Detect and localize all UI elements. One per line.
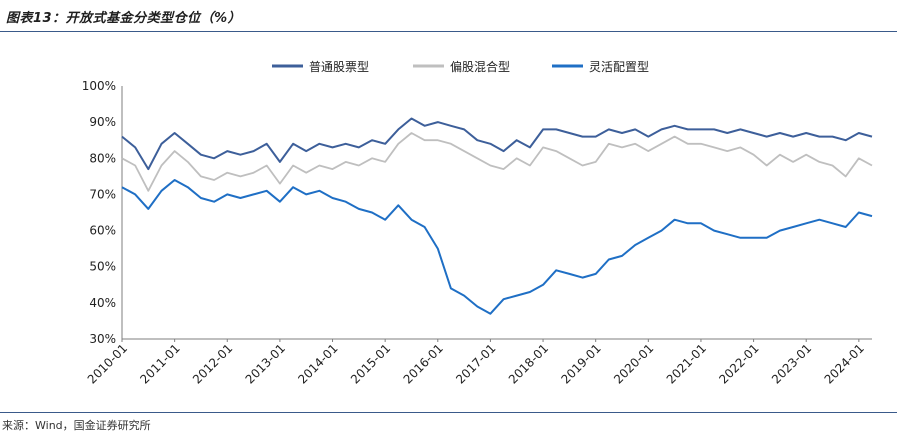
x-tick-label: 2018-01 [506, 341, 551, 386]
series-line-2 [121, 132, 873, 192]
series-line-3 [121, 179, 873, 315]
y-tick-label: 30% [89, 332, 116, 346]
legend-label: 灵活配置型 [589, 60, 649, 74]
chart-title: 图表13：开放式基金分类型仓位（%） [6, 11, 242, 26]
x-tick-label: 2020-01 [611, 341, 656, 386]
x-tick-label: 2024-01 [822, 341, 867, 386]
x-tick-label: 2019-01 [558, 341, 603, 386]
source-note: 来源：Wind，国金证券研究所 [2, 419, 151, 432]
x-tick-label: 2015-01 [348, 341, 393, 386]
x-tick-label: 2011-01 [137, 341, 182, 386]
x-tick-label: 2021-01 [664, 341, 709, 386]
y-tick-label: 80% [89, 151, 116, 165]
x-tick-label: 2010-01 [85, 341, 130, 386]
y-tick-label: 90% [89, 115, 116, 129]
series-line-1 [121, 117, 873, 171]
x-tick-label: 2014-01 [295, 341, 340, 386]
y-tick-label: 100% [82, 79, 116, 93]
x-tick-label: 2022-01 [716, 341, 761, 386]
legend-label: 偏股混合型 [450, 59, 510, 74]
x-tick-label: 2013-01 [243, 341, 288, 386]
y-tick-label: 70% [89, 187, 116, 201]
x-tick-label: 2017-01 [453, 341, 498, 386]
y-tick-label: 60% [89, 224, 116, 238]
legend-label: 普通股票型 [309, 60, 369, 74]
y-tick-label: 50% [89, 260, 116, 274]
x-tick-label: 2016-01 [401, 341, 446, 386]
x-tick-label: 2023-01 [769, 341, 814, 386]
source-divider [0, 412, 897, 413]
x-tick-label: 2012-01 [190, 341, 235, 386]
y-tick-label: 40% [89, 296, 116, 310]
title-divider [0, 31, 897, 32]
